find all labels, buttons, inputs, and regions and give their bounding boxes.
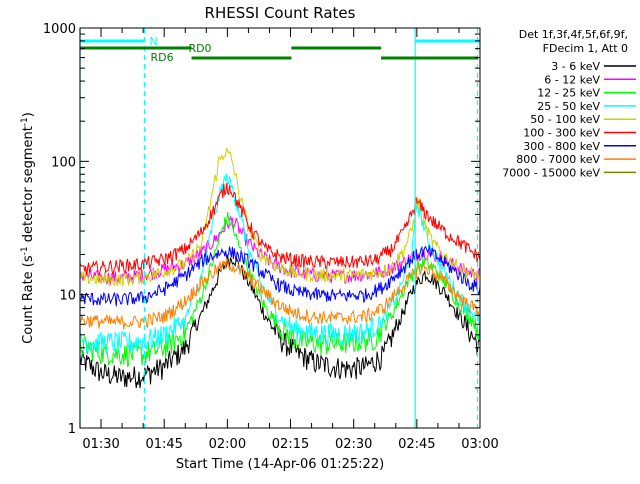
series-line-100-300-kev <box>80 183 480 276</box>
legend-entry-label: 800 - 7000 keV <box>516 153 600 166</box>
legend-header-line: Det 1f,3f,4f,5f,6f,9f, <box>519 28 628 41</box>
y-axis-label-part: Count Rate (s <box>21 255 36 344</box>
y-tick-label: 1000 <box>43 22 76 37</box>
legend-entry-label: 25 - 50 keV <box>537 100 600 113</box>
legend-entry-label: 50 - 100 keV <box>530 113 600 126</box>
x-axis-label: Start Time (14-Apr-06 01:25:22) <box>176 457 384 472</box>
y-tick-label: 10 <box>59 289 76 304</box>
legend-entry-label: 6 - 12 keV <box>544 73 600 86</box>
x-tick-label: 01:30 <box>82 437 119 452</box>
x-tick-label: 01:45 <box>145 437 182 452</box>
state-label-rd0: RD0 <box>188 42 211 55</box>
series-line-50-100-kev <box>80 147 480 287</box>
y-tick-label: 1 <box>68 422 76 437</box>
y-axis-label-part: -1 <box>20 246 30 255</box>
status-layer: N RD0 RD6 <box>79 28 480 428</box>
chart-title: RHESSI Count Rates <box>205 4 356 22</box>
attenuator-mark-0: N <box>149 35 157 48</box>
x-tick-label: 02:45 <box>398 437 435 452</box>
series-layer <box>80 147 480 389</box>
axis-layer: 1 10 100 1000 01:30 01:45 02:00 02:15 02:30 02:45… <box>43 22 499 452</box>
legend-entry-label: 300 - 800 keV <box>523 140 600 153</box>
legend-entry-label: 12 - 25 keV <box>537 87 600 100</box>
x-tick-label: 02:00 <box>209 437 246 452</box>
y-axis-label-part: detector segment <box>21 126 36 246</box>
legend-entry-label: 100 - 300 keV <box>523 127 600 140</box>
y-axis-label-part: ) <box>21 112 36 117</box>
plot-frame <box>79 27 481 429</box>
series-line-800-7000-kev <box>80 257 480 330</box>
state-label-rd6: RD6 <box>151 51 174 64</box>
y-tick-label: 100 <box>51 155 76 170</box>
y-axis-label: Count Rate (s-1 detector segment-1) <box>20 112 36 344</box>
series-line-12-25-kev <box>80 211 480 368</box>
x-tick-label: 02:15 <box>272 437 309 452</box>
series-line-25-50-kev <box>80 173 480 355</box>
series-line-300-800-kev <box>80 245 480 307</box>
legend-header-line: FDecim 1, Att 0 <box>543 42 628 55</box>
x-tick-label: 02:30 <box>335 437 372 452</box>
series-line-3-6-kev <box>80 255 480 389</box>
legend-entry-label: 3 - 6 keV <box>551 60 600 73</box>
x-tick-label: 03:00 <box>461 437 498 452</box>
legend: Det 1f,3f,4f,5f,6f,9f,FDecim 1, Att 0 3 -… <box>502 28 636 179</box>
legend-entry-label: 7000 - 15000 keV <box>502 166 600 179</box>
y-axis-label-part: -1 <box>20 117 30 126</box>
